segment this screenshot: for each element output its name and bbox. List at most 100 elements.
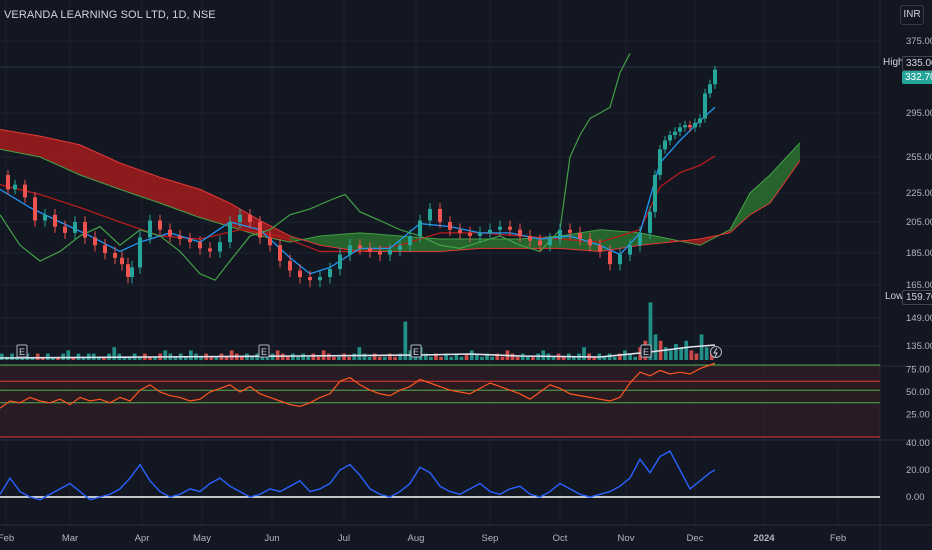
volume-bar <box>663 347 668 360</box>
volume-bar <box>35 353 40 360</box>
volume-bar <box>112 347 117 360</box>
volume-bar <box>653 334 658 360</box>
candle-body <box>368 248 372 252</box>
volume-bar <box>189 350 193 360</box>
rsi-tick-label: 25.00 <box>906 410 930 421</box>
candle-body <box>638 232 642 246</box>
candle-body <box>348 245 352 255</box>
candle-body <box>678 127 682 132</box>
volume-bar <box>260 356 265 360</box>
oscillator-line <box>0 450 716 501</box>
time-tick-label: Apr <box>135 533 150 544</box>
volume-bar <box>684 340 689 360</box>
candle-body <box>218 242 222 252</box>
volume-bar <box>25 353 30 360</box>
volume-bar <box>250 356 254 360</box>
volume-bar <box>71 356 76 360</box>
candles <box>6 65 717 288</box>
candle-body <box>713 69 717 85</box>
candle-body <box>43 214 47 221</box>
volume-bar <box>618 353 622 360</box>
volume-bar <box>423 353 428 360</box>
volume-bar <box>326 353 331 360</box>
volume-bar <box>383 356 387 360</box>
candle-body <box>120 257 124 265</box>
price-tick-label: 295.00 <box>906 108 932 119</box>
volume-bar <box>403 321 408 360</box>
volume-bar <box>531 356 535 360</box>
candle-body <box>688 125 692 128</box>
candle-body <box>608 251 612 265</box>
candle-body <box>518 229 522 236</box>
candle-body <box>448 222 452 230</box>
candle-body <box>683 125 687 128</box>
volume-bar <box>648 302 653 360</box>
volume-bar <box>434 353 438 360</box>
candle-body <box>428 208 432 221</box>
candle-body <box>703 93 707 119</box>
candle-body <box>498 226 502 230</box>
candle-body <box>13 184 17 190</box>
volume-bar <box>454 353 459 360</box>
volume-bar <box>582 347 586 360</box>
candle-body <box>103 245 107 253</box>
volume-bar <box>393 356 397 360</box>
candle-body <box>33 197 37 221</box>
volume-bar <box>306 356 311 360</box>
volume-bar <box>469 350 474 360</box>
earnings-marker-box <box>640 344 652 358</box>
candle-body <box>113 253 117 258</box>
volume-bar <box>275 350 280 360</box>
volume-bar <box>148 356 152 360</box>
volume-bar <box>633 356 637 360</box>
volume-bar <box>224 356 229 360</box>
candle-body <box>126 264 130 277</box>
volume-bar <box>429 356 433 360</box>
volume-bar <box>367 356 372 360</box>
cloud-segment <box>750 175 770 215</box>
volume-bar <box>526 356 530 360</box>
volume-bar <box>510 353 515 360</box>
volume-bar <box>459 356 464 360</box>
candle-body <box>618 254 622 265</box>
volume-bar <box>669 350 673 360</box>
candle-body <box>398 245 402 250</box>
oscillator-tick-label: 40.00 <box>906 438 930 449</box>
volume-bar <box>362 353 367 360</box>
volume-bar <box>81 356 86 360</box>
volume-bar <box>709 353 714 360</box>
cloud-segment <box>640 232 670 246</box>
time-tick-label: Mar <box>62 533 78 544</box>
volume-bar <box>674 344 678 360</box>
time-tick-label: Feb <box>0 533 14 544</box>
oscillator-tick-label: 20.00 <box>906 465 930 476</box>
volume-bar <box>229 350 234 360</box>
earnings-marker-label: E <box>643 347 649 357</box>
cloud-segment <box>0 129 40 157</box>
volume-bar <box>97 356 101 360</box>
price-tick-label: 185.00 <box>906 248 932 259</box>
candle-body <box>508 226 512 230</box>
earnings-marker-box <box>258 344 270 358</box>
rsi-panel <box>0 362 880 438</box>
candle-body <box>388 249 392 255</box>
cloud-segment <box>120 163 160 204</box>
volume-bar <box>296 356 300 360</box>
volume-bar <box>153 356 157 360</box>
candle-body <box>528 235 532 241</box>
time-tick-label: Dec <box>687 533 704 544</box>
volume-bar <box>602 356 607 360</box>
volume-bar <box>347 356 351 360</box>
candle-body <box>298 270 302 277</box>
currency-button[interactable]: INR <box>900 5 924 25</box>
volume-bar <box>515 356 520 360</box>
candle-body <box>538 240 542 246</box>
high-value: 335.00 <box>902 56 932 71</box>
time-tick-label: Nov <box>618 533 635 544</box>
earnings-marker-label: E <box>261 347 267 357</box>
volume-bar <box>444 353 448 360</box>
oscillator-panel <box>0 450 880 501</box>
volume-bar <box>337 356 341 360</box>
